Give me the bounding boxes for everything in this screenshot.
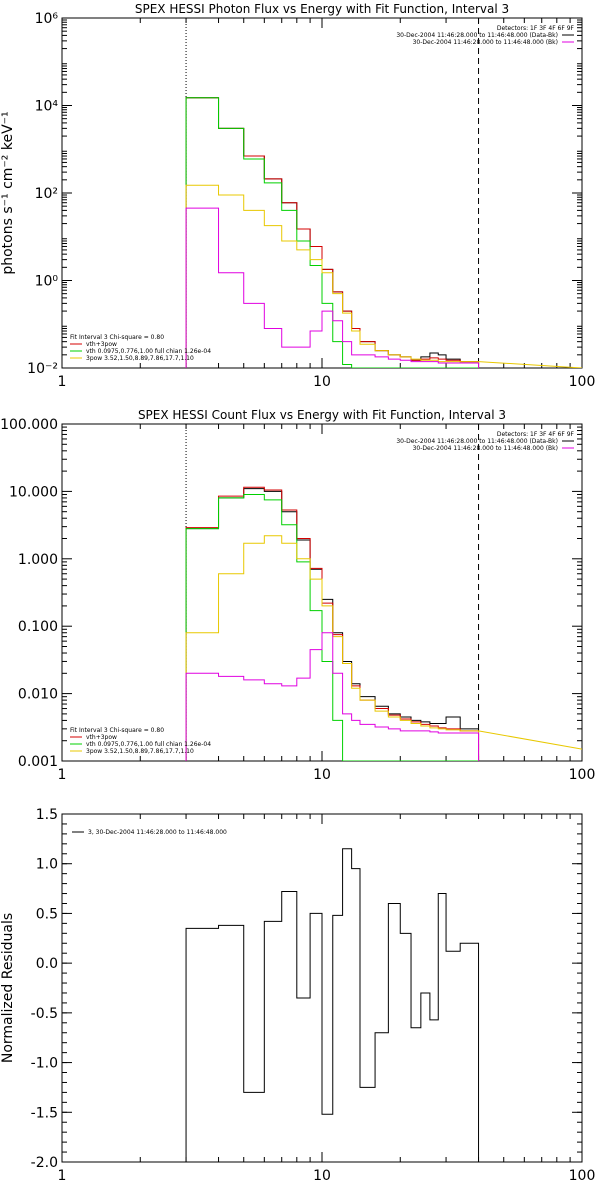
- legend-bottom-left-text: vth 0.0975,0.776,1.00 full chian 1.26e-0…: [86, 741, 211, 748]
- series-line-vth: [185, 493, 479, 761]
- y-tick-label: 10⁴: [35, 99, 59, 115]
- legend-top-right-text: 30-Dec-2004 11:46:28.000 to 11:46:48.000…: [413, 445, 558, 452]
- legend-bottom-left-text: 3pow 3.52,1.50,8.89,7.86,17.7,1.10: [86, 355, 194, 362]
- y-tick-label: 1.5: [36, 807, 58, 823]
- x-tick-label: 100: [569, 1168, 596, 1184]
- series-line-vth-3pow: [185, 486, 480, 761]
- x-tick-label: 100: [569, 767, 596, 783]
- series-line-3-30-dec-2004-11-46-28-000-to-11-46-48-000: [185, 848, 480, 1162]
- series-line-3pow: [185, 184, 480, 368]
- x-tick-label: 1: [58, 767, 67, 783]
- chart-panel-1: SPEX HESSI Photon Flux vs Energy with Fi…: [0, 2, 595, 390]
- x-tick-label: 10: [313, 767, 331, 783]
- legend-top-right-text: Detectors: 1F 3F 4F 6F 9F: [497, 431, 575, 438]
- y-axis-label: Normalized Residuals: [0, 913, 16, 1063]
- chart-panel-2: SPEX HESSI Count Flux vs Energy with Fit…: [0, 408, 595, 783]
- series-line-3pow-extension: [478, 730, 582, 750]
- legend-bottom-left-text: vth+3pow: [86, 734, 117, 741]
- y-tick-label: -2.0: [31, 1155, 58, 1171]
- y-tick-label: -0.5: [31, 1006, 58, 1022]
- legend-top-right-text: Detectors: 1F 3F 4F 6F 9F: [497, 25, 575, 32]
- y-tick-label: 10⁻²: [27, 361, 58, 377]
- y-tick-label: 10⁰: [35, 274, 59, 290]
- series-line-bk: [185, 207, 480, 368]
- x-tick-label: 1: [58, 1168, 67, 1184]
- legend-top-right-text: 30-Dec-2004 11:46:28.000 to 11:46:48.000…: [396, 438, 558, 445]
- y-tick-label: 0.0: [36, 956, 58, 972]
- legend-top-right-text: 30-Dec-2004 11:46:28.000 to 11:46:48.000…: [396, 32, 558, 39]
- y-tick-label: 0.100: [18, 619, 58, 635]
- legend-bottom-left-text: vth+3pow: [86, 341, 117, 348]
- y-tick-label: 1.0: [36, 857, 58, 873]
- y-tick-label: -1.0: [31, 1056, 58, 1072]
- y-tick-label: 0.001: [18, 754, 58, 770]
- legend-top-left-text: 3, 30-Dec-2004 11:46:28.000 to 11:46:48.…: [88, 829, 227, 836]
- chart-title: SPEX HESSI Photon Flux vs Energy with Fi…: [135, 2, 509, 16]
- y-tick-label: 10⁶: [35, 11, 59, 27]
- chart-panel-3: 1 10 100 -2.0 -1.5 -1.0 -0.5 0.0 0.5 1.0 1.5 Normal…: [0, 807, 595, 1184]
- chart-title: SPEX HESSI Count Flux vs Energy with Fit…: [138, 408, 506, 422]
- legend-bottom-left-text: 3pow 3.52,1.50,8.89,7.86,17.7,1.10: [86, 748, 194, 755]
- legend-bottom-left-text: vth 0.0975,0.776,1.00 full chian 1.26e-0…: [86, 348, 211, 355]
- x-tick-label: 100: [569, 374, 596, 390]
- series-line-3pow-extension: [478, 361, 582, 368]
- y-tick-label: 1.000: [18, 552, 58, 568]
- legend-bottom-left-text: Fit Interval 3 Chi-square = 0.80: [70, 727, 164, 734]
- y-tick-label: 10.000: [9, 484, 58, 500]
- series-line-bk: [185, 632, 480, 761]
- y-tick-label: 0.5: [36, 906, 58, 922]
- y-tick-label: 10²: [35, 186, 58, 202]
- series-line-3pow: [185, 535, 480, 761]
- x-tick-label: 1: [58, 374, 67, 390]
- y-axis-label: photons s⁻¹ cm⁻² keV⁻¹: [0, 111, 16, 274]
- legend-bottom-left-text: Fit Interval 3 Chi-square = 0.80: [70, 334, 164, 341]
- series-line-vth-3pow: [185, 97, 480, 368]
- y-tick-label: 0.010: [18, 687, 58, 703]
- y-tick-label: -1.5: [31, 1105, 58, 1121]
- x-tick-label: 10: [313, 374, 331, 390]
- x-tick-label: 10: [313, 1168, 331, 1184]
- legend-top-right-text: 30-Dec-2004 11:46:28.000 to 11:46:48.000…: [413, 39, 558, 46]
- series-line-vth: [185, 97, 479, 368]
- y-tick-label: 100.000: [0, 417, 58, 433]
